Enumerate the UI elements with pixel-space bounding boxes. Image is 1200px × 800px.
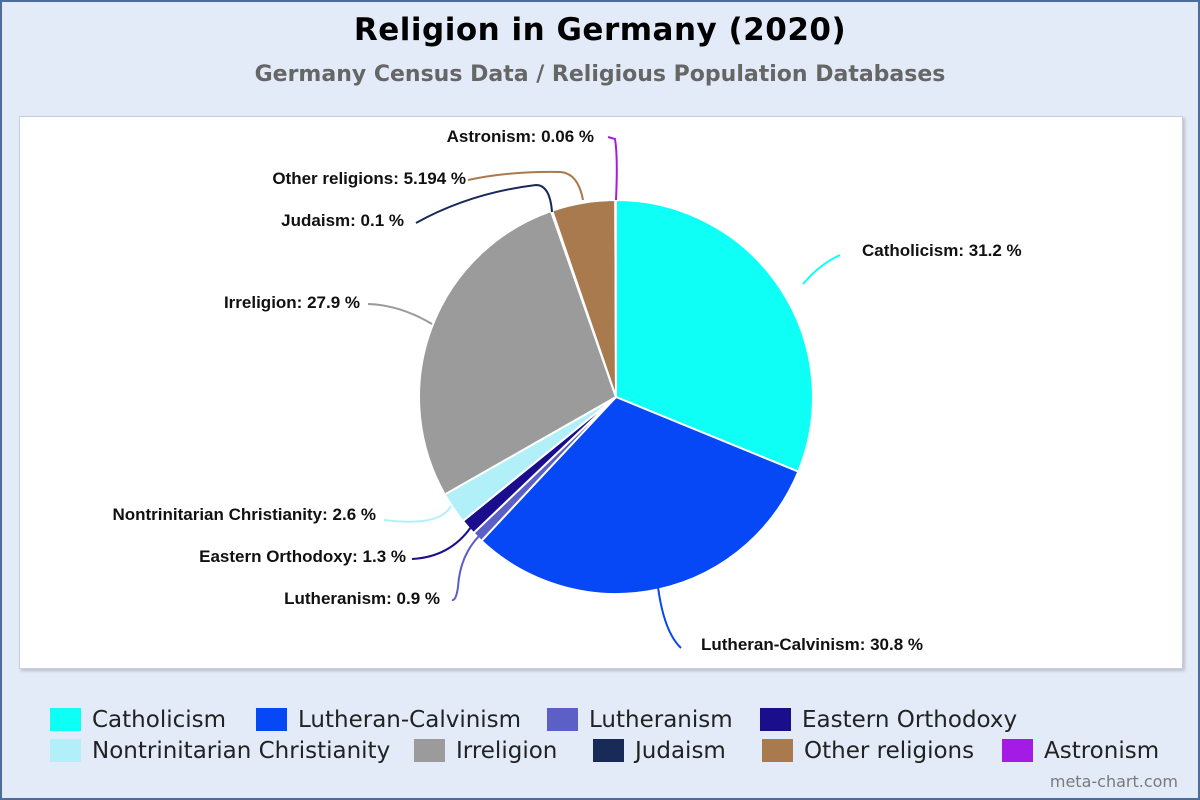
data-label-lutheranism: Lutheranism: 0.9 % bbox=[284, 589, 440, 608]
pie-slice-astronism bbox=[614, 198, 617, 398]
legend-label: Judaism bbox=[635, 737, 726, 764]
legend-item-catholicism[interactable]: Catholicism bbox=[50, 704, 226, 735]
legend-item-judaism[interactable]: Judaism bbox=[593, 735, 726, 766]
pie-slice-catholicism bbox=[615, 198, 814, 473]
legend-label: Astronism bbox=[1044, 737, 1160, 764]
chart-title: Religion in Germany (2020) bbox=[353, 12, 847, 48]
data-label-lutheran-calvinism: Lutheran-Calvinism: 30.8 % bbox=[701, 635, 923, 654]
legend-label: Other religions bbox=[804, 737, 975, 764]
chart-subtitle: Germany Census Data / Religious Populati… bbox=[254, 62, 946, 87]
leader-line-irreligion bbox=[367, 303, 433, 325]
legend-swatch bbox=[414, 739, 445, 762]
legend-item-nontrinitarian-christianity[interactable]: Nontrinitarian Christianity bbox=[50, 735, 390, 766]
leader-line-lutheran-calvinism bbox=[657, 586, 682, 649]
legend-swatch bbox=[547, 708, 578, 731]
leader-line-astronism bbox=[607, 136, 618, 201]
legend-label: Lutheranism bbox=[589, 706, 733, 733]
legend-item-astronism[interactable]: Astronism bbox=[1002, 735, 1159, 766]
plot-panel: Catholicism: 31.2 % Lutheran-Calvinism: 3… bbox=[19, 116, 1183, 669]
pie-chart: Catholicism: 31.2 % Lutheran-Calvinism: 3… bbox=[112, 127, 1022, 654]
legend-row: Catholicism Lutheran-Calvinism Lutheranism… bbox=[50, 704, 1190, 735]
legend-swatch bbox=[50, 739, 81, 762]
legend-item-lutheranism[interactable]: Lutheranism bbox=[547, 704, 733, 735]
legend-swatch bbox=[1002, 739, 1033, 762]
data-label-catholicism: Catholicism: 31.2 % bbox=[862, 241, 1022, 260]
legend-swatch bbox=[256, 708, 287, 731]
legend-label: Lutheran-Calvinism bbox=[298, 706, 522, 733]
data-label-irreligion: Irreligion: 27.9 % bbox=[224, 293, 360, 312]
leader-line-catholicism bbox=[802, 254, 841, 285]
leader-line-nontrinitarian-christianity bbox=[383, 505, 452, 523]
legend-swatch bbox=[50, 708, 81, 731]
legend-label: Eastern Orthodoxy bbox=[802, 706, 1018, 733]
legend-label: Catholicism bbox=[92, 706, 227, 733]
legend-item-lutheran-calvinism[interactable]: Lutheran-Calvinism bbox=[256, 704, 521, 735]
data-label-eastern-orthodoxy: Eastern Orthodoxy: 1.3 % bbox=[199, 547, 406, 566]
data-label-other-religions: Other religions: 5.194 % bbox=[272, 169, 466, 188]
legend-swatch bbox=[593, 739, 624, 762]
legend-item-other-religions[interactable]: Other religions bbox=[762, 735, 974, 766]
legend-item-eastern-orthodoxy[interactable]: Eastern Orthodoxy bbox=[760, 704, 1017, 735]
legend-swatch bbox=[760, 708, 791, 731]
leader-line-judaism bbox=[415, 183, 553, 224]
pie-slice-irreligion bbox=[418, 209, 618, 496]
legend-row: Nontrinitarian Christianity Irreligion Jud… bbox=[50, 735, 1190, 766]
leader-line-eastern-orthodoxy bbox=[411, 526, 472, 560]
leader-line-other-religions bbox=[467, 170, 584, 201]
legend-label: Nontrinitarian Christianity bbox=[92, 737, 391, 764]
credit-text: meta-chart.com bbox=[1049, 772, 1178, 791]
legend-label: Irreligion bbox=[456, 737, 558, 764]
leader-line-lutheranism bbox=[451, 534, 481, 602]
data-label-nontrinitarian-christianity: Nontrinitarian Christianity: 2.6 % bbox=[112, 505, 376, 524]
data-label-judaism: Judaism: 0.1 % bbox=[281, 211, 404, 230]
data-label-astronism: Astronism: 0.06 % bbox=[447, 127, 594, 146]
legend-swatch bbox=[762, 739, 793, 762]
legend: Catholicism Lutheran-Calvinism Lutheranism… bbox=[50, 704, 1190, 766]
legend-item-irreligion[interactable]: Irreligion bbox=[414, 735, 557, 766]
